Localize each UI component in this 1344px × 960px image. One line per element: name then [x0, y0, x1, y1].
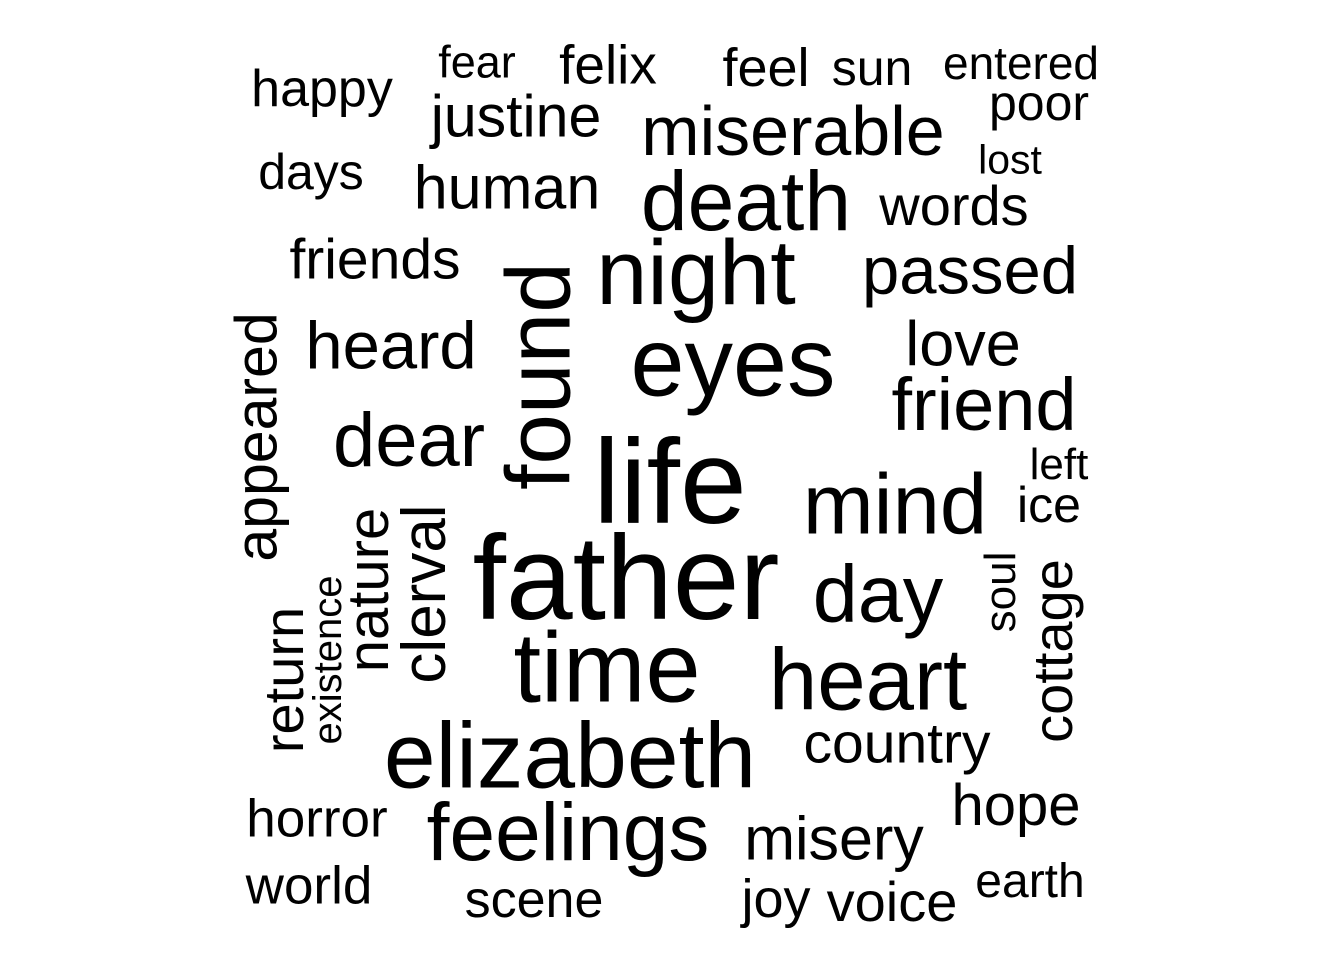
word-earth: earth	[975, 855, 1085, 908]
word-love: love	[905, 309, 1021, 380]
word-return: return	[252, 606, 315, 754]
word-day: day	[812, 549, 944, 640]
word-appeared: appeared	[223, 312, 290, 562]
word-mind: mind	[802, 457, 988, 553]
word-hope: hope	[951, 773, 1081, 838]
word-poor: poor	[988, 75, 1090, 131]
word-horror: horror	[246, 789, 388, 849]
word-cottage: cottage	[1021, 559, 1084, 743]
word-passed: passed	[861, 233, 1079, 309]
word-ice: ice	[1017, 477, 1081, 533]
word-dear: dear	[332, 398, 486, 483]
word-friends: friends	[289, 227, 461, 292]
word-lost: lost	[978, 136, 1042, 183]
word-night: night	[596, 222, 796, 324]
word-miserable: miserable	[641, 92, 945, 170]
word-father: father	[472, 511, 780, 645]
word-voice: voice	[826, 870, 958, 933]
word-friend: friend	[891, 363, 1077, 446]
word-death: death	[640, 154, 852, 248]
word-soul: soul	[976, 551, 1025, 633]
word-found: found	[488, 262, 590, 490]
word-left: left	[1029, 440, 1089, 489]
word-time: time	[513, 611, 701, 723]
word-country: country	[803, 711, 991, 776]
word-sun: sun	[831, 40, 913, 96]
word-happy: happy	[251, 60, 393, 118]
word-fear: fear	[438, 36, 516, 88]
word-eyes: eyes	[630, 307, 836, 417]
word-entered: entered	[942, 37, 1100, 89]
word-felix: felix	[559, 33, 657, 96]
word-days: days	[258, 144, 364, 200]
word-human: human	[413, 153, 601, 222]
word-misery: misery	[744, 804, 924, 873]
word-feel: feel	[722, 38, 810, 98]
word-scene: scene	[464, 871, 604, 929]
word-heart: heart	[768, 631, 968, 729]
word-world: world	[245, 856, 373, 916]
word-justine: justine	[430, 83, 602, 150]
word-elizabeth: elizabeth	[383, 703, 757, 808]
word-words: words	[879, 174, 1029, 237]
word-life: life	[593, 415, 747, 549]
word-feelings: feelings	[426, 787, 710, 878]
word-clerval: clerval	[390, 504, 459, 684]
word-joy: joy	[741, 869, 811, 929]
word-heard: heard	[305, 308, 477, 384]
